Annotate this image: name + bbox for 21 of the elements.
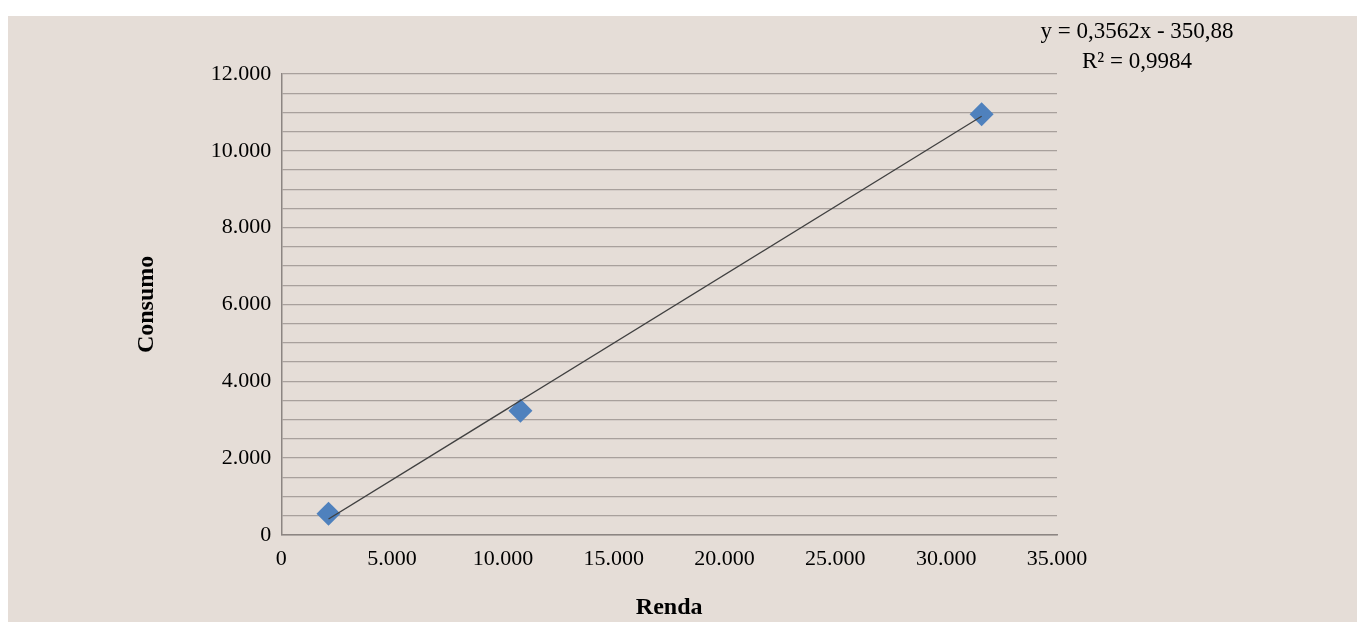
x-axis-title: Renda <box>635 592 703 619</box>
y-tick-label: 12.000 <box>210 59 272 85</box>
y-tick-label: 2.000 <box>221 443 272 469</box>
x-tick-label: 15.000 <box>583 544 644 570</box>
text: y = 0,3562x - 350,88 <box>1040 17 1234 43</box>
x-tick-label: 35.000 <box>1026 544 1088 570</box>
y-tick-label: 6.000 <box>221 290 272 316</box>
point <box>508 398 533 423</box>
x-tick-label: 5.000 <box>367 544 417 570</box>
point <box>969 102 994 127</box>
x-tick-label: 25.000 <box>805 544 866 570</box>
y-tick-label: 8.000 <box>221 213 272 239</box>
y-tick-label: 4.000 <box>221 366 272 392</box>
y-axis-title: Consumo <box>131 255 158 354</box>
y-tick-label: 0 <box>260 520 272 546</box>
x-tick-label: 20.000 <box>694 544 755 570</box>
x-tick-label: 10.000 <box>472 544 534 570</box>
text: R² = 0,9984 <box>1082 47 1193 73</box>
y-tick-label: 10.000 <box>210 136 272 162</box>
point <box>316 501 341 526</box>
x-tick-label: 30.000 <box>915 544 977 570</box>
